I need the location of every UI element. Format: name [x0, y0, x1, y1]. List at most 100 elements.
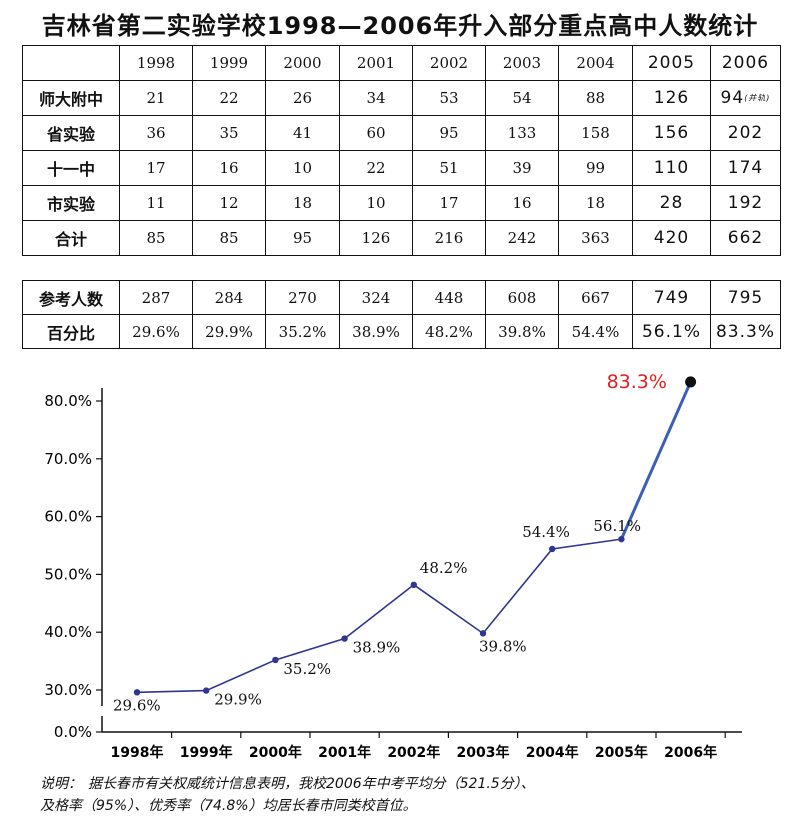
table-cell: 35 — [192, 115, 266, 151]
cell-value: 242 — [507, 229, 537, 247]
cell-value: 35 — [219, 124, 239, 142]
cell-value: 363 — [581, 229, 610, 247]
x-tick-label: 2001年 — [318, 744, 371, 761]
table-row: 师大附中 21 22 26 34 53 54 88 126 94(并轨) — [22, 80, 781, 116]
cell-value: 18 — [585, 194, 606, 212]
cell-value: 60 — [366, 124, 386, 142]
data-label: 35.2% — [283, 660, 331, 678]
cell-value: 216 — [434, 229, 464, 247]
year-header: 2005 — [632, 45, 711, 81]
data-point — [685, 376, 697, 388]
cell-value: 95 — [292, 229, 313, 247]
table-row: 十一中 17 16 10 22 51 39 99 110 174 — [22, 150, 781, 186]
row-label: 师大附中 — [22, 80, 120, 116]
y-tick-label: 70.0% — [44, 450, 92, 468]
table-cell: 287 — [119, 280, 193, 315]
table-cell: 38.9% — [339, 314, 413, 349]
table-cell: 158 — [558, 115, 633, 151]
cell-value: 16 — [219, 159, 239, 177]
table-cell: 39 — [485, 150, 559, 186]
x-tick-label: 2004年 — [526, 744, 579, 761]
y-tick-label: 80.0% — [44, 392, 92, 410]
data-label: 83.3% — [607, 371, 667, 393]
year-header: 2000 — [265, 45, 340, 81]
header-row: 1998 1999 2000 2001 2002 2003 2004 2005 2006 — [22, 45, 781, 81]
y-tick-label: 40.0% — [44, 623, 92, 641]
table-cell: 48.2% — [412, 314, 486, 349]
admission-table: 1998 1999 2000 2001 2002 2003 2004 2005 2006 师大附中… — [22, 45, 781, 256]
cell-value: 22 — [366, 159, 386, 177]
year-header: 2002 — [412, 45, 486, 81]
cell-value: 420 — [653, 228, 690, 248]
table-cell: 17 — [412, 185, 486, 221]
cell-value: 662 — [727, 228, 764, 248]
cell-value: 39 — [512, 159, 532, 177]
table-cell: 126 — [632, 80, 711, 116]
table-cell: 85 — [119, 220, 193, 256]
table-cell: 54 — [485, 80, 559, 116]
data-point — [549, 545, 556, 553]
cell-value: 10 — [292, 159, 313, 177]
data-point — [618, 535, 625, 543]
table-cell: 270 — [265, 280, 340, 315]
cell-value: 36 — [146, 124, 166, 142]
table-cell: 10 — [339, 185, 413, 221]
table-cell: 41 — [265, 115, 340, 151]
cell-value: 26 — [292, 89, 313, 107]
data-point — [203, 687, 210, 694]
y-tick-label: 50.0% — [44, 565, 92, 583]
table-cell: 53 — [412, 80, 486, 116]
table-cell: 284 — [192, 280, 266, 315]
table-cell: 420 — [632, 220, 711, 256]
table-cell: 39.8% — [485, 314, 559, 349]
table-cell: 60 — [339, 115, 413, 151]
cell-value: 202 — [727, 123, 764, 143]
cell-value: 126 — [653, 88, 690, 108]
x-tick-label: 2006年 — [664, 744, 717, 761]
table-cell: 36 — [119, 115, 193, 151]
table-cell: 18 — [558, 185, 633, 221]
table-cell: 662 — [710, 220, 781, 256]
table-cell: 216 — [412, 220, 486, 256]
x-tick-label: 2002年 — [387, 744, 440, 761]
table-cell: 133 — [485, 115, 559, 151]
table-cell: 363 — [558, 220, 633, 256]
series-line-last-segment — [620, 381, 692, 540]
cell-value: 10 — [366, 194, 386, 212]
data-point — [272, 656, 279, 664]
table-cell: 35.2% — [265, 314, 340, 349]
cell-value: 99 — [585, 159, 606, 177]
cell-value: 18 — [292, 194, 313, 212]
table-row: 市实验 11 12 18 10 17 16 18 28 192 — [22, 185, 781, 221]
table-cell: 667 — [558, 280, 633, 315]
data-point — [341, 635, 348, 642]
cell-value: 126 — [361, 229, 391, 247]
cell-note: (并轨) — [744, 93, 771, 103]
table-cell: 85 — [192, 220, 266, 256]
corner-cell — [22, 45, 120, 81]
cell-value: 133 — [507, 124, 537, 142]
table-cell: 12 — [192, 185, 266, 221]
cell-value: 16 — [512, 194, 532, 212]
x-tick-label: 2003年 — [457, 744, 510, 761]
table-cell: 51 — [412, 150, 486, 186]
cell-value: 192 — [727, 193, 764, 213]
year-header: 1999 — [192, 45, 266, 81]
table-row: 参考人数 287 284 270 324 448 608 667 749 795 — [22, 280, 781, 315]
table-cell: 54.4% — [558, 314, 633, 349]
year-header: 2001 — [339, 45, 413, 81]
table-cell: 608 — [485, 280, 559, 315]
row-label: 十一中 — [22, 150, 120, 186]
row-label: 省实验 — [22, 115, 120, 151]
cell-value: 17 — [146, 159, 166, 177]
table-cell: 174 — [710, 150, 781, 186]
table-cell: 17 — [119, 150, 193, 186]
cell-value: 156 — [653, 123, 690, 143]
table-cell: 156 — [632, 115, 711, 151]
table-cell: 28 — [632, 185, 711, 221]
data-label: 29.9% — [214, 691, 262, 709]
data-label: 48.2% — [420, 559, 468, 577]
table-cell: 110 — [632, 150, 711, 186]
percentage-line-chart: 0.0% 30.0% 40.0% 50.0% 60.0% 70.0% 80.0% 1998年… — [44, 371, 742, 761]
table-cell: 192 — [710, 185, 781, 221]
